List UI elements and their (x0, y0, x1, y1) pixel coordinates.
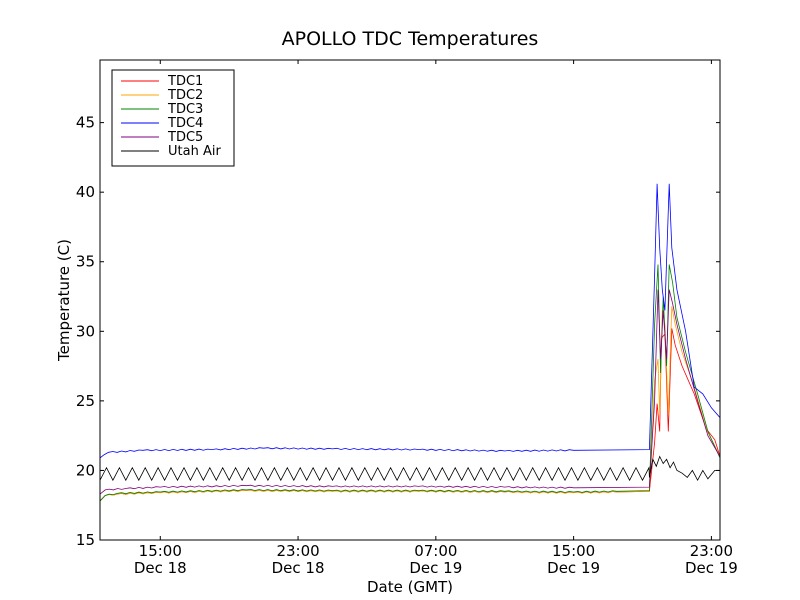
y-tick-label: 40 (76, 183, 95, 201)
series-line-utah-air (100, 455, 720, 482)
x-axis-label: Date (GMT) (367, 578, 453, 596)
y-tick-label: 20 (76, 461, 95, 479)
x-tick-time-label: 15:00 (552, 542, 595, 560)
x-tick-date-label: Dec 19 (547, 559, 600, 577)
legend-entry: TDC3 (167, 102, 203, 117)
x-tick-date-label: Dec 19 (409, 559, 462, 577)
x-tick-time-label: 07:00 (414, 542, 457, 560)
x-tick-date-label: Dec 18 (272, 559, 325, 577)
y-tick-label: 45 (76, 114, 95, 132)
x-tick-time-label: 23:00 (690, 542, 733, 560)
series-line-tdc2 (100, 306, 720, 502)
legend-entry: TDC1 (167, 74, 203, 89)
x-tick-time-label: 23:00 (276, 542, 319, 560)
series-line-tdc3 (100, 264, 720, 502)
y-tick-label: 30 (76, 322, 95, 340)
y-tick-label: 15 (76, 531, 95, 549)
legend-entry: TDC2 (167, 88, 203, 103)
x-tick-date-label: Dec 19 (685, 559, 738, 577)
chart-title: APOLLO TDC Temperatures (282, 28, 539, 50)
x-tick-time-label: 15:00 (139, 542, 182, 560)
legend-box (111, 69, 235, 167)
series-line-tdc5 (100, 289, 720, 495)
legend-entry: TDC4 (167, 116, 203, 131)
x-tick-date-label: Dec 18 (134, 559, 187, 577)
plot-frame (99, 59, 721, 541)
y-tick-label: 35 (76, 253, 95, 271)
y-tick-label: 25 (76, 392, 95, 410)
series-line-tdc4 (100, 183, 720, 459)
legend-entry: TDC5 (167, 130, 203, 145)
legend-entry: Utah Air (168, 144, 221, 159)
y-axis-label: Temperature (C) (55, 239, 73, 362)
